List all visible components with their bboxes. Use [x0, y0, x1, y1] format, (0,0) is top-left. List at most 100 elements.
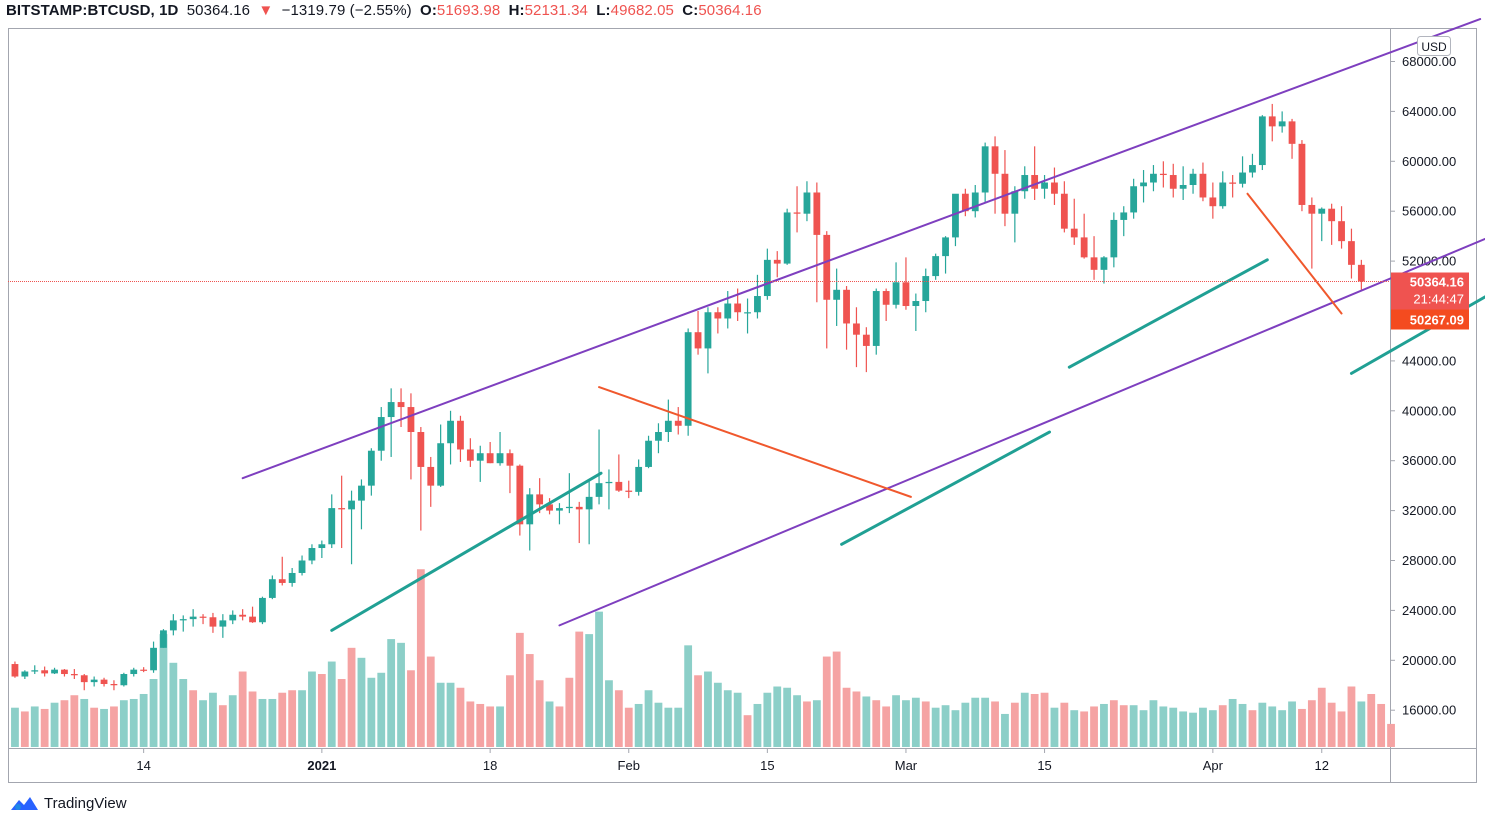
- candle[interactable]: [41, 666, 49, 677]
- trendline-up[interactable]: [1349, 206, 1485, 375]
- candle[interactable]: [80, 674, 88, 691]
- trendline-up[interactable]: [1067, 258, 1269, 369]
- candle[interactable]: [912, 293, 920, 331]
- candle[interactable]: [1298, 140, 1306, 212]
- candle[interactable]: [942, 236, 949, 274]
- candle[interactable]: [298, 555, 306, 576]
- candle[interactable]: [605, 469, 613, 510]
- candle[interactable]: [90, 676, 98, 687]
- candle[interactable]: [932, 253, 940, 280]
- candle[interactable]: [744, 298, 751, 334]
- candle[interactable]: [219, 614, 227, 638]
- candle[interactable]: [526, 488, 534, 551]
- candle[interactable]: [249, 606, 256, 623]
- candle[interactable]: [397, 388, 405, 428]
- candle[interactable]: [981, 142, 989, 203]
- candle[interactable]: [1258, 115, 1266, 171]
- candle[interactable]: [1229, 175, 1237, 198]
- candle[interactable]: [338, 475, 346, 549]
- candle[interactable]: [853, 307, 860, 368]
- candle[interactable]: [1100, 256, 1108, 284]
- candle[interactable]: [1219, 171, 1227, 209]
- candle[interactable]: [575, 501, 583, 544]
- candle[interactable]: [367, 448, 375, 496]
- candle[interactable]: [763, 248, 771, 300]
- trendline-channel[interactable]: [241, 18, 1482, 480]
- candle[interactable]: [268, 575, 276, 600]
- candle[interactable]: [902, 257, 910, 310]
- candle[interactable]: [437, 424, 445, 487]
- candle[interactable]: [1268, 103, 1276, 142]
- candle[interactable]: [961, 188, 969, 217]
- candle[interactable]: [1189, 168, 1197, 194]
- candle[interactable]: [348, 490, 355, 565]
- candle[interactable]: [160, 629, 167, 648]
- candle[interactable]: [1278, 111, 1286, 133]
- candle[interactable]: [179, 615, 187, 632]
- tradingview-logo[interactable]: TradingView: [10, 794, 127, 812]
- candle[interactable]: [585, 480, 593, 545]
- trendline-down[interactable]: [598, 386, 912, 498]
- candle[interactable]: [278, 556, 286, 586]
- candle[interactable]: [259, 596, 266, 625]
- candle[interactable]: [447, 410, 454, 465]
- candle[interactable]: [11, 661, 19, 678]
- candle[interactable]: [427, 456, 435, 507]
- candle[interactable]: [1011, 186, 1019, 243]
- candle[interactable]: [516, 464, 524, 536]
- candle[interactable]: [466, 438, 474, 467]
- candle[interactable]: [773, 251, 781, 278]
- candle[interactable]: [100, 677, 108, 687]
- candle[interactable]: [1110, 212, 1118, 268]
- candle[interactable]: [239, 609, 247, 621]
- candle[interactable]: [655, 423, 662, 454]
- candle[interactable]: [1031, 146, 1039, 200]
- candle[interactable]: [288, 567, 296, 587]
- candle[interactable]: [328, 494, 336, 549]
- candle[interactable]: [833, 268, 841, 326]
- candle[interactable]: [546, 498, 553, 515]
- candle[interactable]: [150, 641, 157, 673]
- candle[interactable]: [783, 208, 791, 265]
- candle[interactable]: [882, 288, 890, 321]
- candle[interactable]: [31, 665, 39, 675]
- candle[interactable]: [1001, 150, 1009, 227]
- candle[interactable]: [872, 288, 880, 355]
- candle[interactable]: [476, 445, 484, 482]
- trendline-up[interactable]: [330, 471, 603, 632]
- candle[interactable]: [1140, 170, 1147, 203]
- candle[interactable]: [704, 307, 712, 374]
- candle[interactable]: [615, 454, 623, 492]
- candle[interactable]: [1159, 161, 1167, 188]
- candle[interactable]: [1288, 118, 1296, 159]
- trendline-channel[interactable]: [558, 150, 1485, 627]
- candle[interactable]: [318, 540, 326, 559]
- candle[interactable]: [1169, 163, 1177, 198]
- candle[interactable]: [169, 614, 177, 636]
- candle[interactable]: [506, 449, 514, 494]
- candle[interactable]: [1249, 153, 1256, 178]
- candle[interactable]: [1080, 213, 1088, 259]
- candle[interactable]: [823, 231, 831, 349]
- candle[interactable]: [664, 399, 672, 442]
- candle[interactable]: [1318, 207, 1326, 242]
- candle[interactable]: [694, 311, 702, 355]
- candle[interactable]: [922, 268, 930, 313]
- trendline-up[interactable]: [840, 430, 1051, 546]
- candle[interactable]: [358, 479, 365, 530]
- candle[interactable]: [1239, 156, 1246, 188]
- candle[interactable]: [971, 185, 979, 218]
- candle[interactable]: [1150, 165, 1157, 192]
- candle[interactable]: [417, 427, 425, 531]
- candle[interactable]: [952, 193, 959, 247]
- candle[interactable]: [1070, 198, 1078, 245]
- candle[interactable]: [189, 609, 197, 627]
- candle[interactable]: [486, 441, 494, 464]
- candle[interactable]: [1090, 236, 1098, 280]
- candle[interactable]: [377, 407, 385, 461]
- candle[interactable]: [991, 136, 999, 214]
- candle[interactable]: [21, 670, 29, 680]
- candle[interactable]: [51, 667, 58, 675]
- candle[interactable]: [496, 432, 504, 466]
- candles[interactable]: [11, 103, 1365, 691]
